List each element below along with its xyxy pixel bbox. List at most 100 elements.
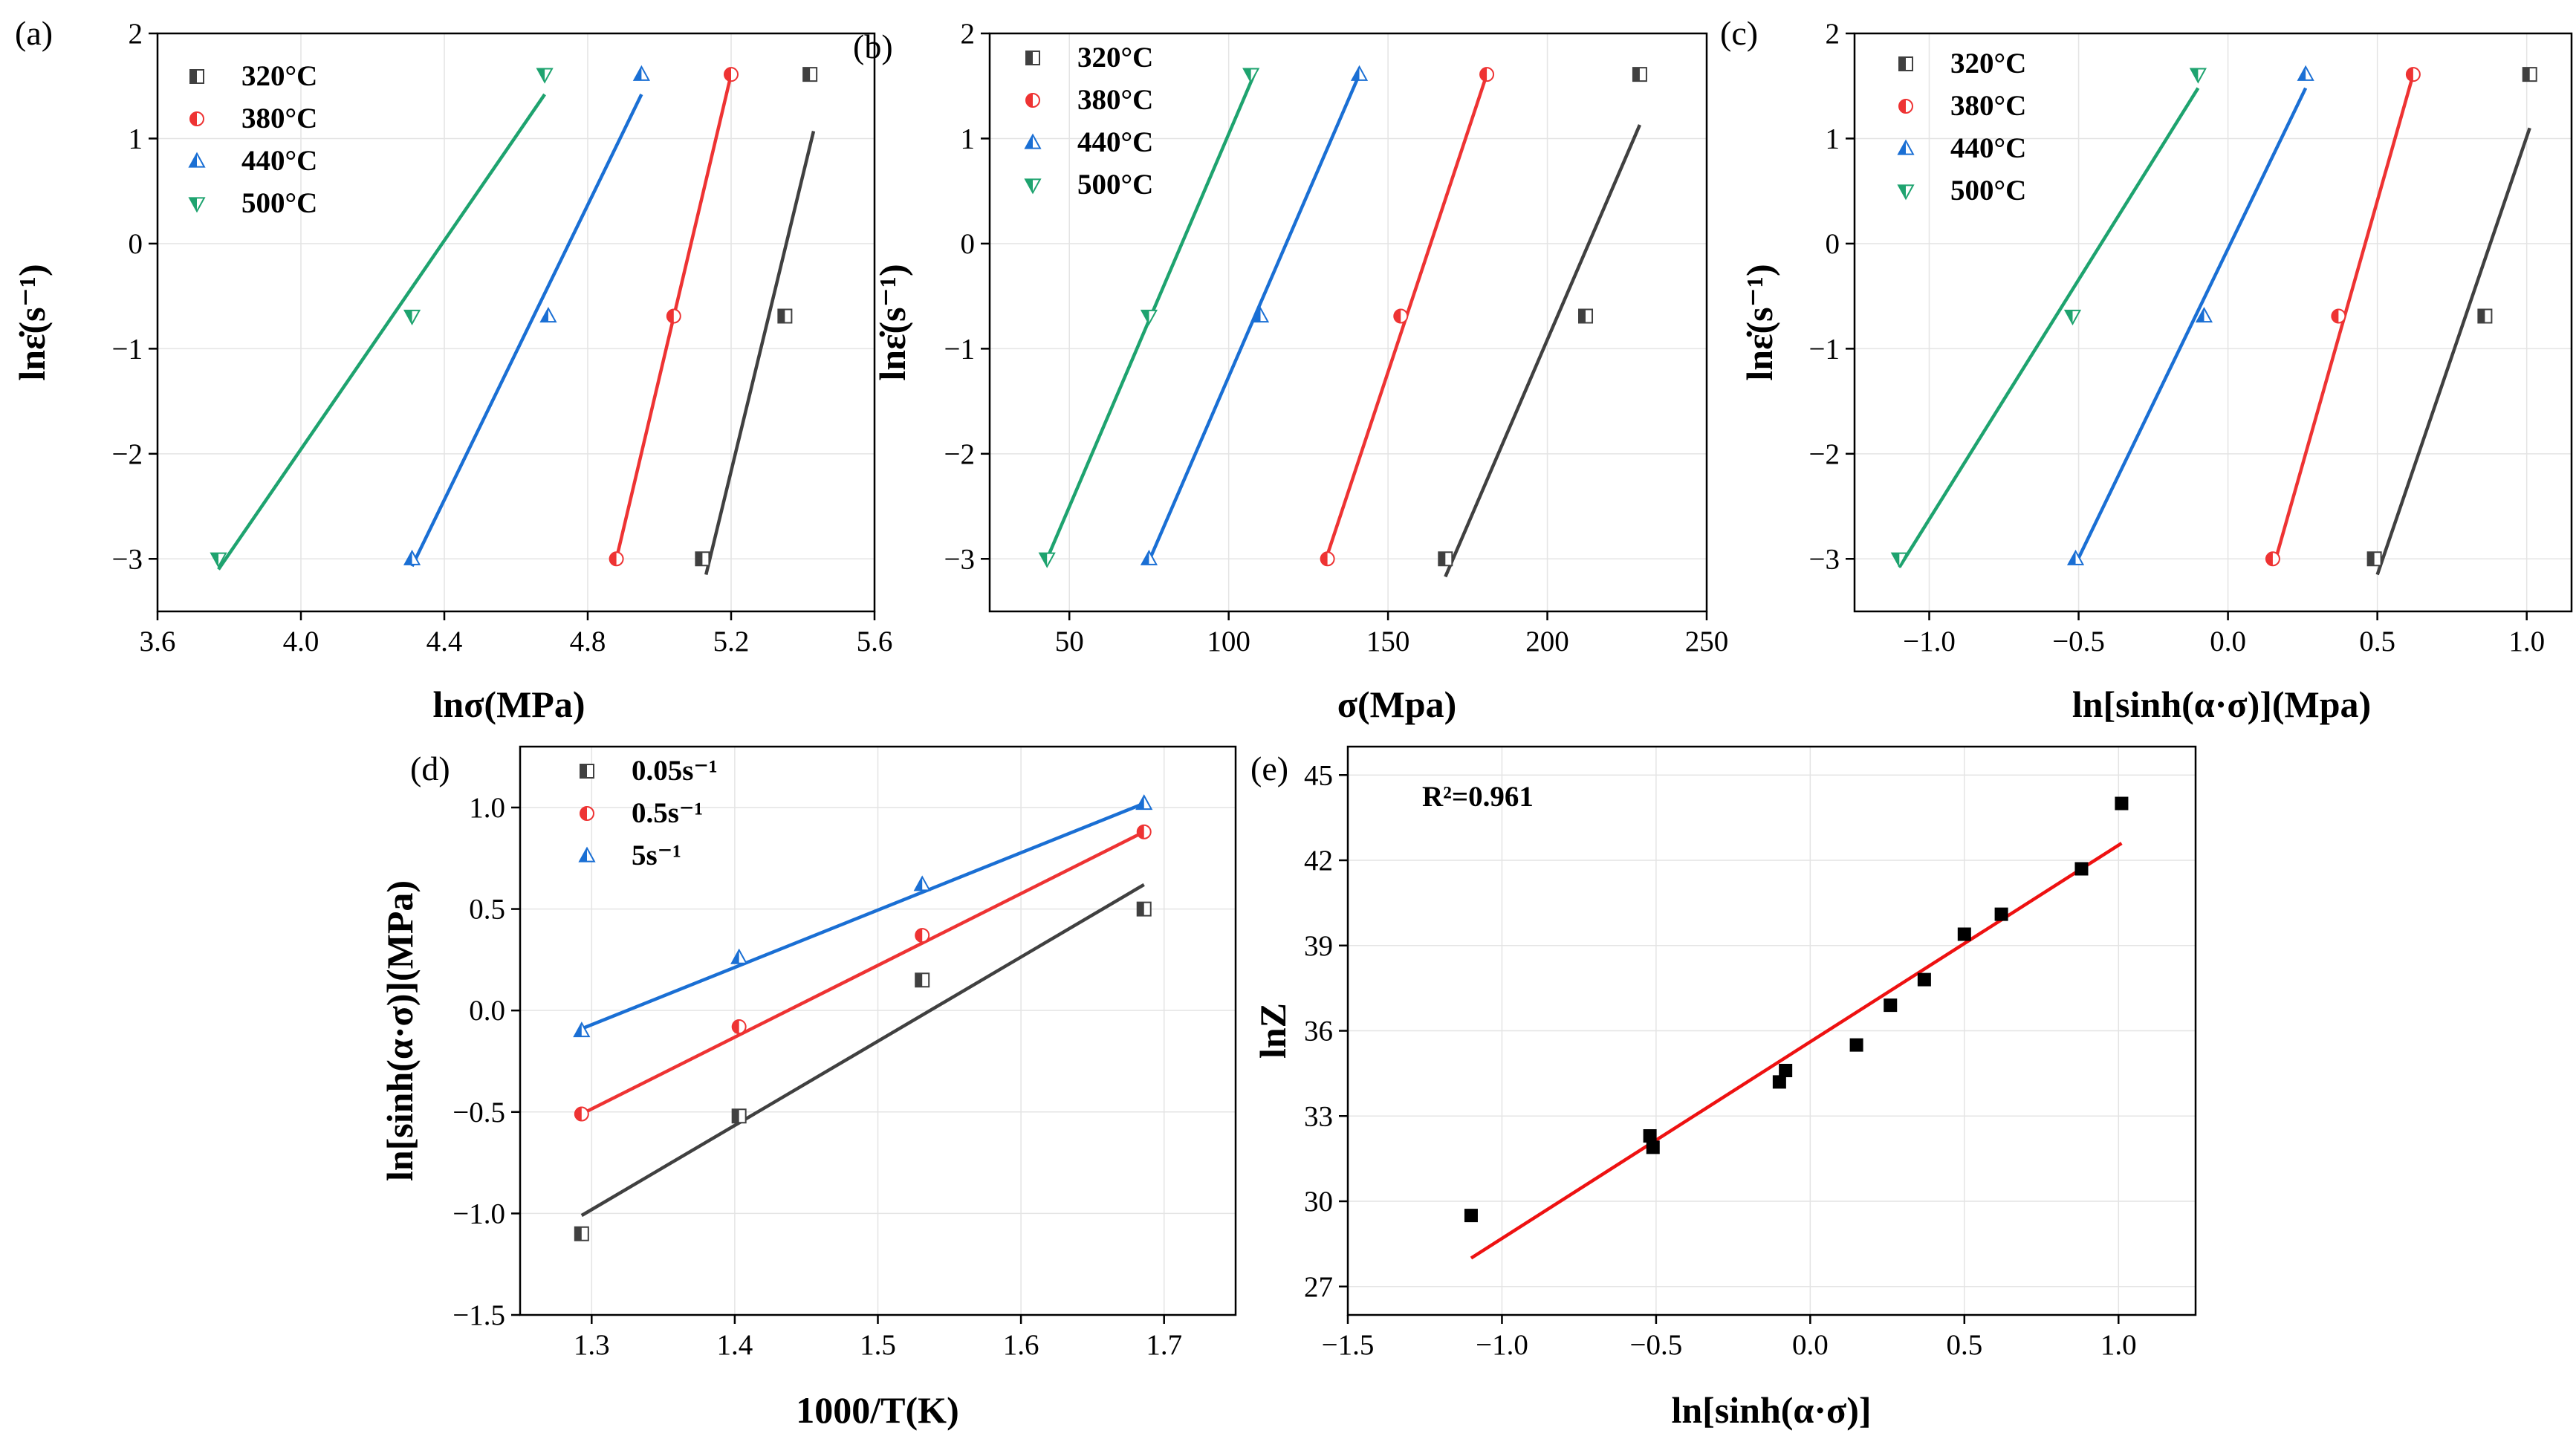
series-1 [2265,67,2421,567]
data-point-fill [580,848,587,862]
data-point-fill [580,807,587,820]
data-point-fill [1579,309,1586,323]
y-tick-label: −2 [944,438,976,470]
legend-label: 320°C [241,60,317,92]
legend-label: 380°C [241,103,317,134]
panel-label: (e) [1250,750,1288,787]
series-0 [695,67,818,576]
data-point-fill [1136,796,1144,810]
y-tick-label: 0.0 [469,995,505,1027]
legend-entry: 320°C [1898,48,2026,79]
data-point-fill [731,949,739,964]
series-0 [1464,796,2129,1260]
series-2 [2066,65,2314,565]
y-tick-label: 1.0 [469,792,505,824]
series-0 [2366,67,2537,576]
data-point-fill [211,553,219,567]
x-tick-label: 1.3 [574,1329,610,1361]
x-axis-title: ln[sinh(α·σ)] [1671,1389,1871,1431]
data-point-fill [1039,553,1048,567]
data-point-fill [2406,68,2413,82]
x-axis-title: 1000/T(K) [796,1389,958,1431]
y-tick-label: 1 [129,123,143,155]
x-tick-label: 5.2 [713,626,750,657]
y-tick-label: 1 [1826,123,1840,155]
legend-entry: 0.5s⁻¹ [580,797,703,829]
data-point-fill [1438,552,1446,566]
x-tick-label: 100 [1207,626,1250,657]
panel-label: (d) [410,750,450,787]
y-tick-label: 27 [1304,1271,1333,1303]
y-tick-label: 2 [1826,18,1840,50]
x-tick-label: 0.5 [1946,1329,1982,1361]
x-tick-label: −1.5 [1322,1329,1375,1361]
legend-entry: 500°C [1897,175,2026,207]
data-point-fill [2332,309,2339,323]
fit-line [704,131,816,576]
series-3 [210,68,554,571]
y-tick-label: −2 [1809,438,1840,470]
data-point-fill [2367,552,2375,566]
x-tick-label: 1.7 [1146,1329,1182,1361]
data-point [1849,1038,1863,1052]
legend-label: 500°C [241,187,317,219]
series-1 [609,67,739,567]
x-tick-label: 4.0 [283,626,319,657]
panel-a: 3.6 4.0 4.4 4.8 5.2 5.6 2 1 0 −1 −2 −3 lnσ(MPa) lnε̇(… [11,14,892,725]
legend-entry: 380°C [189,103,317,134]
y-tick-label: 39 [1304,930,1333,962]
data-point [1957,927,1971,941]
data-point-fill [1025,179,1033,193]
fit-line [1444,124,1642,578]
data-point-fill [803,68,811,82]
series-0 [1438,67,1647,578]
panel-c: −1.0 −0.5 0.0 0.5 1.0 2 1 0 −1 −2 −3 ln[sinh(α·σ)](… [1720,14,2573,725]
data-point-fill [190,70,197,83]
y-axis-title: lnε̇(s⁻¹) [872,264,913,380]
legend-label: 500°C [1077,169,1153,201]
legend-label: 440°C [1950,132,2026,164]
data-point-fill [732,1020,739,1034]
panel-label: (c) [1720,14,1758,52]
y-tick-label: −1 [112,333,143,365]
legend-entry: 440°C [188,145,317,177]
fit-line [580,883,1145,1218]
data-point [1643,1129,1657,1143]
x-tick-label: 50 [1055,626,1084,657]
y-tick-label: 0.5 [469,894,505,926]
data-point-fill [1899,100,1906,113]
panel-d: 1.3 1.4 1.5 1.6 1.7 1.0 0.5 0.0 −0.5 −1.0 −1.5 1000… [379,745,1237,1431]
data-point-fill [2065,310,2073,324]
y-tick-label: −1 [944,333,976,365]
data-point-fill [189,153,197,167]
y-tick-label: 2 [961,18,976,50]
y-tick-label: 2 [129,18,143,50]
data-point-fill [2265,552,2273,566]
data-point-fill [666,309,674,323]
y-tick-label: −2 [112,438,143,470]
data-point [1779,1064,1793,1078]
y-axis-title: lnε̇(s⁻¹) [11,264,53,380]
r-squared-annotation: R²=0.961 [1422,781,1534,813]
x-tick-label: 250 [1685,626,1729,657]
data-point [1646,1140,1660,1154]
y-tick-label: 30 [1304,1186,1333,1218]
x-tick-label: 4.4 [426,626,463,657]
x-tick-label: 1.4 [717,1329,753,1361]
data-point-fill [1026,94,1033,107]
plot-frame [156,32,876,613]
legend-label: 500°C [1950,175,2026,207]
plot-frame [1853,32,2573,613]
data-point-fill [915,929,923,943]
data-point-fill [190,112,197,126]
data-point-fill [1898,185,1906,199]
x-tick-label: 1.5 [860,1329,896,1361]
series-3 [1890,68,2207,568]
data-point-fill [2190,68,2199,82]
data-point-fill [537,68,545,82]
data-point-fill [574,1227,582,1241]
legend-entry: 500°C [188,187,317,219]
fit-line [410,94,643,568]
data-point-fill [541,308,548,322]
y-tick-label: −1 [1809,333,1840,365]
